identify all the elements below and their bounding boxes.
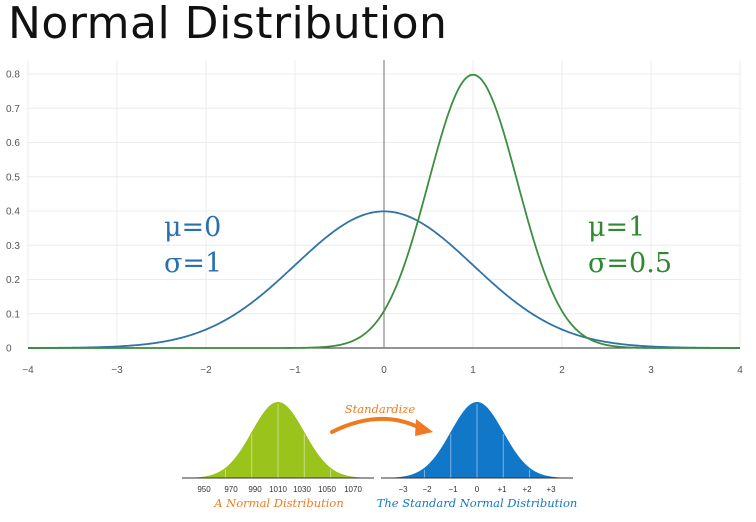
y-tick-label: 0.7 (6, 104, 20, 115)
bell-tick-label: +3 (546, 485, 556, 494)
bell-area (186, 402, 370, 478)
x-tick-label: −4 (22, 365, 34, 376)
bell-tick-label: −2 (422, 485, 432, 494)
bell-tick-label: 1010 (269, 485, 287, 494)
x-tick-label: −1 (289, 365, 301, 376)
y-tick-label: 0.2 (6, 275, 20, 286)
panel-a-caption: A Normal Distribution (213, 496, 344, 510)
bell-tick-label: +1 (497, 485, 507, 494)
annotation-mu-1: μ=1 (588, 212, 645, 243)
annotation-mu-0: μ=0 (164, 212, 221, 243)
bell-tick-label: 0 (475, 485, 480, 494)
standardize-arrow: Standardize (330, 402, 433, 436)
annotation-sigma-1: σ=0.5 (588, 248, 672, 279)
y-tick-label: 0.8 (6, 70, 20, 81)
series-line-1 (28, 73, 740, 349)
arrow-shaft (330, 417, 422, 434)
x-tick-label: 2 (559, 365, 565, 376)
bell-tick-label: +2 (522, 485, 532, 494)
panel-b-caption: The Standard Normal Distribution (377, 496, 578, 510)
y-tick-label: 0.1 (6, 309, 20, 320)
x-tick-label: −3 (111, 365, 123, 376)
x-tick-label: 4 (737, 365, 743, 376)
bell-tick-label: 1070 (344, 485, 362, 494)
bell-tick-label: 970 (224, 485, 238, 494)
y-tick-label: 0.5 (6, 172, 20, 183)
bell-area (385, 402, 569, 478)
x-tick-label: 3 (648, 365, 654, 376)
annotations: μ=0 σ=1 μ=1 σ=0.5 (164, 212, 672, 279)
x-ticks: −4 −3 −2 −1 0 1 2 3 4 (22, 365, 743, 376)
annotation-sigma-0: σ=1 (164, 248, 222, 279)
series-line-0 (28, 210, 740, 349)
bell-tick-label: −3 (398, 485, 408, 494)
standardize-label: Standardize (345, 402, 416, 416)
bell-tick-label: 950 (197, 485, 211, 494)
y-tick-label: 0.3 (6, 241, 20, 252)
y-tick-label: 0 (6, 344, 12, 355)
y-tick-label: 0.6 (6, 138, 20, 149)
panel-standard-normal-distribution: −3 −2 −1 0 +1 +2 +3 The Standard Normal Distrib… (377, 402, 578, 510)
bell-tick-label: 1030 (293, 485, 311, 494)
bell-tick-label: 1050 (318, 485, 336, 494)
y-ticks: 0 0.1 0.2 0.3 0.4 0.5 0.6 0.7 0.8 (6, 70, 20, 355)
x-tick-label: 0 (381, 365, 387, 376)
page-title: Normal Distribution (8, 0, 448, 49)
bell-tick-label: −1 (448, 485, 458, 494)
x-tick-label: 1 (470, 365, 476, 376)
bell-tick-label: 990 (248, 485, 262, 494)
y-tick-label: 0.4 (6, 207, 20, 218)
x-tick-label: −2 (200, 365, 212, 376)
arrow-head (415, 419, 433, 436)
curves (28, 73, 740, 349)
